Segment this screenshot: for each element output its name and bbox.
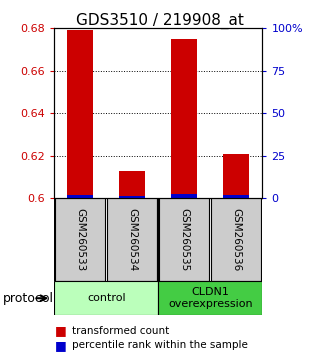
Bar (55, 198, 105, 281)
Bar (68, 195, 93, 198)
Bar (223, 154, 249, 198)
Text: GDS3510 / 219908_at: GDS3510 / 219908_at (76, 12, 244, 29)
Bar (68, 30, 93, 198)
Bar (212, 198, 261, 281)
Text: protocol: protocol (3, 292, 54, 305)
Text: ■: ■ (54, 325, 66, 337)
Text: GSM260535: GSM260535 (180, 208, 189, 272)
Bar (119, 196, 145, 198)
Bar (54, 281, 158, 315)
Text: percentile rank within the sample: percentile rank within the sample (72, 340, 248, 350)
Bar (172, 39, 197, 198)
Text: GSM260534: GSM260534 (127, 208, 137, 272)
Bar (159, 198, 209, 281)
Text: GSM260536: GSM260536 (231, 208, 241, 272)
Text: transformed count: transformed count (72, 326, 169, 336)
Bar (158, 281, 262, 315)
Bar (108, 198, 157, 281)
Text: ■: ■ (54, 339, 66, 352)
Bar (172, 194, 197, 198)
Text: CLDN1
overexpression: CLDN1 overexpression (168, 287, 253, 309)
Text: GSM260533: GSM260533 (76, 208, 85, 272)
Bar (223, 195, 249, 198)
Bar (119, 171, 145, 198)
Text: control: control (87, 293, 126, 303)
